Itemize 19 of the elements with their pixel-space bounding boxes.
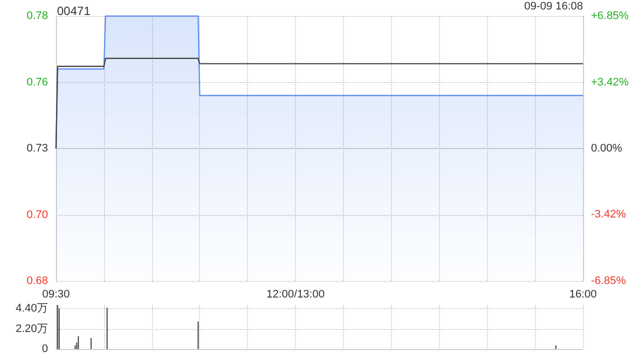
y-tick-label: 0.73 [26,142,48,154]
y-tick-label: 2.20万 [16,322,48,335]
y-tick-label: 0 [42,343,48,355]
y-tick-label: 0.78 [26,10,48,22]
y2-tick-label: 0.00% [591,142,622,154]
y-tick-label: 0.70 [26,208,48,221]
y2-tick-label: -3.42% [591,208,626,221]
y2-tick-label: -6.85% [591,275,626,287]
text: 09-09 16:08 [524,0,583,12]
y-tick-label: 4.40万 [16,302,48,315]
y2-tick-label: +6.85% [591,10,629,22]
line-series [55,58,584,150]
chart-title: 00471 [57,4,91,18]
x-tick-label: 16:00 [569,288,597,300]
x-tick-label: 09:30 [42,288,70,300]
x-tick-label: 12:00/13:00 [266,288,325,300]
y-tick-label: 0.76 [26,76,48,88]
y-tick-label: 0.68 [26,275,48,287]
y2-tick-label: +3.42% [591,76,629,88]
